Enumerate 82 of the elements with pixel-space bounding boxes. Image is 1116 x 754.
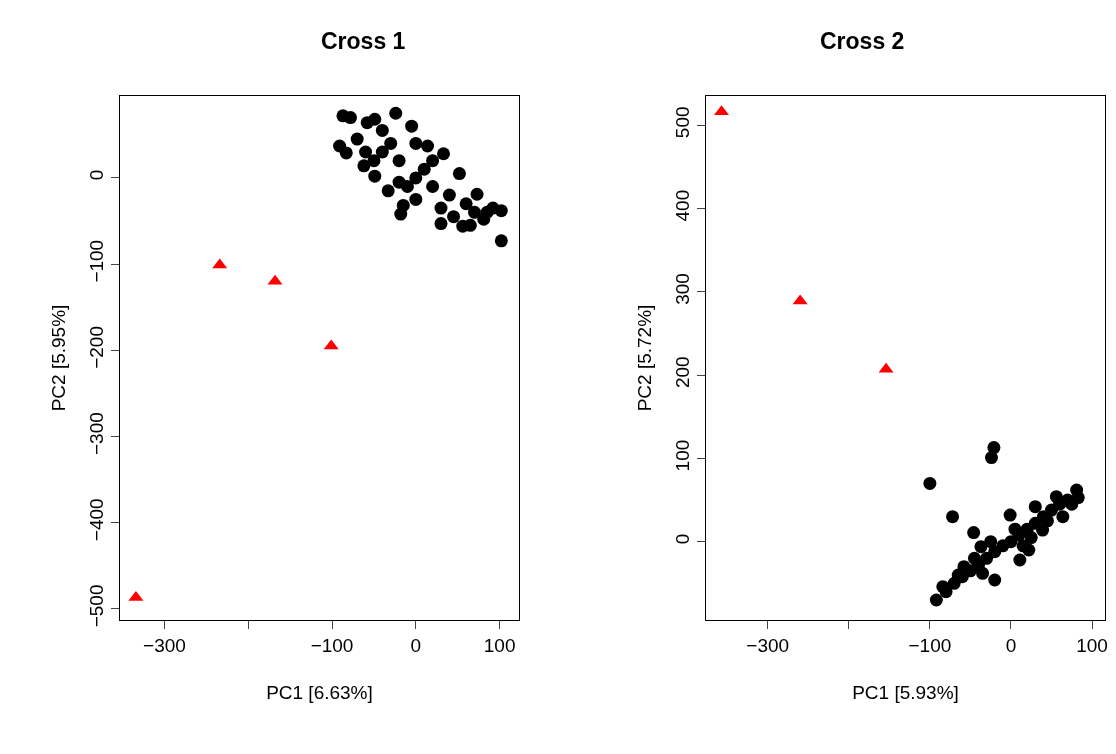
point: [343, 111, 357, 125]
x-tick-label: 100: [1076, 634, 1108, 656]
y-axis-title: PC2 [5.95%]: [48, 304, 70, 412]
y-tick-label: −500: [86, 584, 108, 628]
y-tick-label: 200: [672, 356, 694, 389]
y-tick-label: −400: [86, 498, 108, 542]
chart-title: Cross 1: [321, 28, 406, 54]
point: [463, 218, 477, 232]
point: [339, 146, 353, 160]
point: [384, 136, 398, 150]
point: [1028, 500, 1042, 514]
x-tick-label: −100: [310, 634, 354, 656]
point: [368, 169, 382, 183]
point: [976, 566, 990, 580]
point: [480, 205, 494, 219]
point: [1013, 553, 1027, 567]
point: [988, 573, 1002, 587]
x-axis-title: PC1 [5.93%]: [852, 681, 959, 703]
point: [1056, 510, 1070, 524]
point: [967, 526, 981, 540]
point: [447, 210, 461, 224]
point: [1008, 522, 1022, 536]
point: [409, 136, 423, 150]
x-tick-label: −100: [908, 634, 952, 656]
point: [494, 234, 508, 248]
point: [974, 540, 988, 554]
point: [421, 139, 435, 153]
y-tick-label: 300: [672, 273, 694, 305]
x-tick-label: −300: [746, 634, 790, 656]
point: [470, 187, 484, 201]
y-tick-label: −100: [86, 239, 108, 283]
x-tick-label: 0: [1005, 634, 1017, 656]
point: [392, 154, 406, 168]
point: [1024, 531, 1038, 545]
point: [434, 217, 448, 231]
point: [967, 551, 981, 565]
x-tick-label: 0: [410, 634, 422, 656]
y-tick-label: 100: [672, 439, 694, 472]
point: [417, 162, 431, 176]
point: [434, 201, 448, 215]
point: [468, 205, 482, 219]
point: [394, 207, 408, 221]
point: [350, 132, 364, 146]
point: [409, 171, 423, 185]
point: [1040, 514, 1054, 528]
point: [929, 593, 943, 607]
point: [1016, 539, 1030, 553]
y-tick-label: 0: [672, 533, 694, 545]
point: [1004, 535, 1018, 549]
point: [459, 197, 473, 211]
y-tick-label: −300: [86, 412, 108, 455]
y-tick-label: 500: [672, 106, 694, 139]
point: [375, 123, 389, 137]
point: [389, 106, 403, 120]
point: [452, 167, 466, 181]
point: [442, 188, 456, 202]
point: [367, 154, 381, 168]
point: [360, 116, 374, 130]
point: [939, 585, 953, 599]
y-axis-title: PC2 [5.72%]: [634, 304, 656, 412]
x-tick-label: −300: [143, 634, 186, 656]
point: [984, 451, 998, 465]
point: [409, 192, 423, 206]
y-tick-label: −200: [86, 325, 108, 369]
point: [392, 175, 406, 189]
point: [375, 145, 389, 159]
point: [381, 184, 395, 198]
point: [946, 510, 960, 524]
point: [923, 476, 937, 490]
y-tick-label: 0: [86, 169, 108, 181]
point: [426, 179, 440, 193]
point: [357, 159, 371, 173]
x-tick-label: 100: [483, 634, 516, 656]
x-axis-title: PC1 [6.63%]: [266, 681, 373, 703]
point: [437, 147, 450, 161]
point: [426, 154, 440, 168]
point: [405, 119, 419, 133]
point: [984, 535, 998, 549]
chart-title: Cross 2: [820, 28, 905, 54]
point: [1003, 508, 1017, 522]
y-tick-label: 400: [672, 189, 694, 222]
point: [359, 145, 373, 159]
